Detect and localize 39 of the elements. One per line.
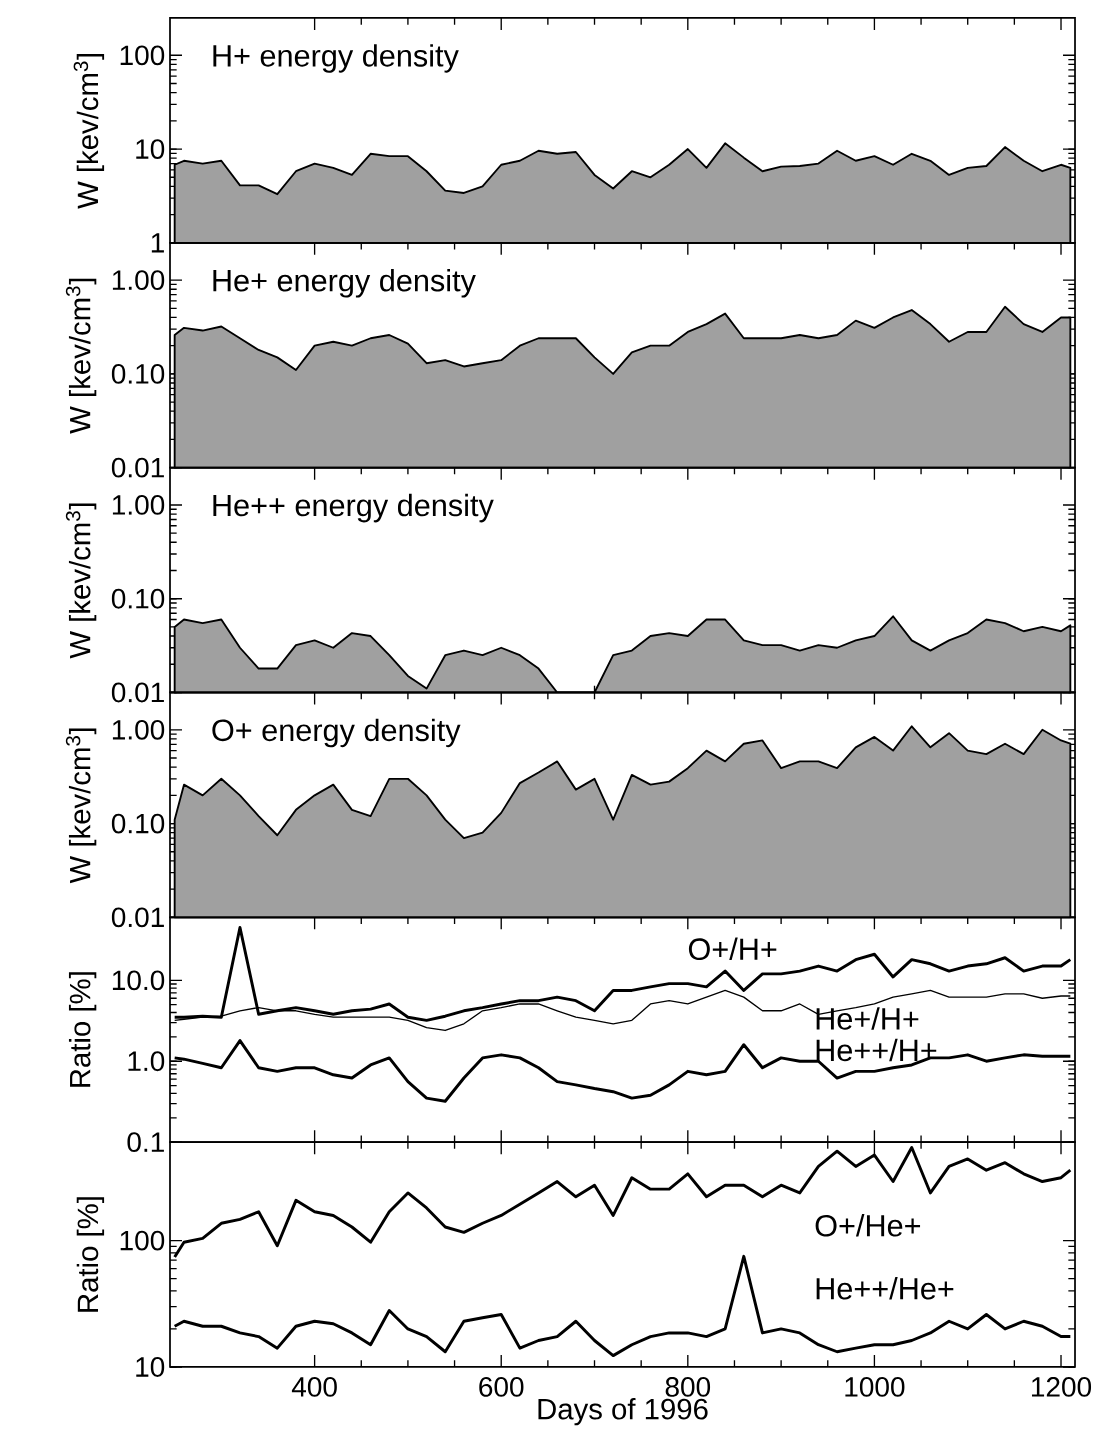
series-label: He++/He+	[816, 1277, 954, 1300]
y-tick-label: 0.10	[111, 813, 165, 834]
text: He++ energy density	[213, 493, 494, 523]
series-label: He+/H+	[816, 1007, 919, 1030]
legend-label: O+/H+	[688, 937, 777, 961]
y-tick-label: 1.0	[128, 1051, 165, 1072]
y-axis-title: W [kev/cm$^{3}$]	[65, 728, 97, 884]
y-tick-label: 0.10	[111, 363, 165, 384]
y-tick-label: 0.01	[111, 907, 164, 928]
y-tick-label: 10	[136, 1357, 165, 1377]
x-tick-label: 1200	[1032, 1377, 1092, 1397]
x-tick-label: 1000	[845, 1377, 905, 1397]
y-tick-label: 1.00	[112, 270, 165, 291]
y-tick-label: 1.00	[112, 719, 165, 740]
x-tick-label: 400	[291, 1377, 337, 1397]
y-tick-label: 100	[120, 1230, 165, 1251]
y-axis-title: W [kev/cm$^{3}$]	[73, 53, 105, 209]
y-tick-label: 100	[120, 45, 165, 66]
y-tick-label: 0.01	[111, 682, 164, 703]
x-axis-title: Days of 1996	[538, 1398, 708, 1426]
series-label: He++/H+	[816, 1038, 937, 1062]
x-tick-label: 600	[479, 1377, 524, 1397]
x-tick-label: 800	[665, 1377, 711, 1397]
y-axis-title: W [kev/cm$^{3}$]	[65, 503, 97, 659]
y-axis-title: Ratio [%]	[76, 1197, 105, 1312]
text: O+ energy density	[212, 718, 461, 748]
y-tick-label: 10	[136, 139, 165, 159]
y-tick-label: 0.01	[111, 457, 164, 478]
y-tick-label: 0.1	[127, 1132, 164, 1153]
text: H+ energy density	[213, 44, 459, 73]
y-axis-title: W [kev/cm$^{3}$]	[65, 278, 97, 434]
text: He+ energy density	[213, 268, 476, 298]
y-axis-title: Ratio [%]	[68, 972, 97, 1087]
y-tick-label: 1	[151, 233, 164, 253]
y-tick-label: 10.0	[112, 970, 165, 991]
series-label: O+/He+	[815, 1214, 921, 1237]
y-tick-label: 1.00	[112, 495, 165, 515]
y-tick-label: 0.10	[111, 588, 165, 609]
line-series	[173, 1254, 1072, 1358]
